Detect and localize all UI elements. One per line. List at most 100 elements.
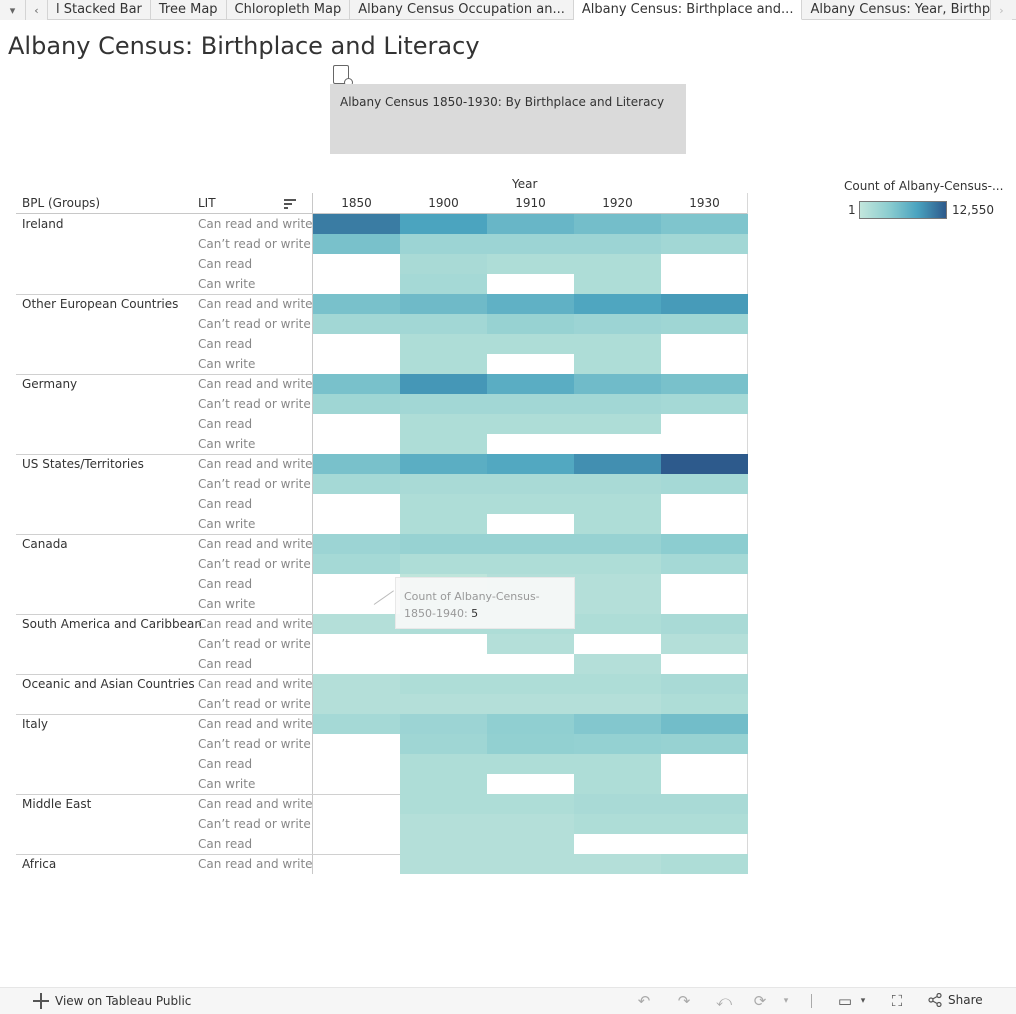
heatmap-cell[interactable] (313, 694, 400, 714)
heatmap-cell[interactable] (574, 594, 661, 614)
heatmap-cell[interactable] (400, 354, 487, 374)
download-icon[interactable]: ▭ (837, 992, 853, 1010)
heatmap-cell[interactable] (574, 614, 661, 634)
heatmap-cell[interactable] (574, 454, 661, 474)
heatmap-cell[interactable] (313, 314, 400, 334)
year-header[interactable]: 1930 (689, 196, 720, 210)
literacy-label[interactable]: Can’t read or write (198, 317, 311, 331)
heatmap-cell[interactable] (574, 234, 661, 254)
heatmap-cell[interactable] (400, 374, 487, 394)
heatmap-cell[interactable] (313, 394, 400, 414)
heatmap-cell[interactable] (574, 534, 661, 554)
birthplace-group-label[interactable]: Other European Countries (22, 297, 179, 311)
literacy-label[interactable]: Can read (198, 257, 253, 271)
heatmap-cell[interactable] (400, 454, 487, 474)
heatmap-cell[interactable] (661, 374, 748, 394)
literacy-label[interactable]: Can write (198, 517, 256, 531)
heatmap-cell[interactable] (313, 454, 400, 474)
heatmap-cell[interactable] (400, 274, 487, 294)
document-icon[interactable] (333, 65, 353, 87)
heatmap-cell[interactable] (574, 574, 661, 594)
literacy-label[interactable]: Can read (198, 757, 253, 771)
heatmap-cell[interactable] (574, 674, 661, 694)
heatmap-cell[interactable] (313, 374, 400, 394)
heatmap-cell[interactable] (661, 714, 748, 734)
heatmap-cell[interactable] (574, 514, 661, 534)
heatmap-cell[interactable] (574, 414, 661, 434)
heatmap-cell[interactable] (487, 374, 574, 394)
literacy-label[interactable]: Can write (198, 437, 256, 451)
heatmap-cell[interactable] (574, 774, 661, 794)
heatmap-cell[interactable] (574, 694, 661, 714)
undo-icon[interactable]: ↶ (637, 992, 651, 1010)
heatmap-cell[interactable] (400, 734, 487, 754)
heatmap-cell[interactable] (400, 334, 487, 354)
heatmap-cell[interactable] (487, 834, 574, 854)
heatmap-cell[interactable] (661, 794, 748, 814)
heatmap-cell[interactable] (313, 214, 400, 234)
birthplace-group-label[interactable]: Oceanic and Asian Countries (22, 677, 195, 691)
heatmap-cell[interactable] (661, 634, 748, 654)
birthplace-group-label[interactable]: Africa (22, 857, 57, 871)
heatmap-cell[interactable] (661, 734, 748, 754)
heatmap-cell[interactable] (574, 854, 661, 874)
heatmap-cell[interactable] (400, 414, 487, 434)
heatmap-cell[interactable] (574, 214, 661, 234)
sheet-tab[interactable]: Albany Census Occupation an... (350, 0, 574, 20)
year-header[interactable]: 1900 (428, 196, 459, 210)
literacy-label[interactable]: Can’t read or write (198, 817, 311, 831)
literacy-label[interactable]: Can write (198, 277, 256, 291)
heatmap-cell[interactable] (487, 634, 574, 654)
birthplace-group-label[interactable]: Germany (22, 377, 78, 391)
heatmap-cell[interactable] (487, 394, 574, 414)
heatmap-cell[interactable] (400, 434, 487, 454)
heatmap-cell[interactable] (574, 734, 661, 754)
heatmap-cell[interactable] (574, 814, 661, 834)
heatmap-cell[interactable] (400, 814, 487, 834)
heatmap-cell[interactable] (487, 534, 574, 554)
heatmap-cell[interactable] (487, 254, 574, 274)
revert-icon[interactable]: ⤺ (715, 992, 733, 1010)
heatmap-cell[interactable] (487, 854, 574, 874)
literacy-label[interactable]: Can read and write (198, 297, 313, 311)
birthplace-group-label[interactable]: South America and Caribbean (22, 617, 202, 631)
heatmap-cell[interactable] (400, 854, 487, 874)
literacy-label[interactable]: Can read (198, 657, 253, 671)
birthplace-group-label[interactable]: Middle East (22, 797, 92, 811)
heatmap-cell[interactable] (487, 494, 574, 514)
heatmap-cell[interactable] (487, 314, 574, 334)
heatmap-cell[interactable] (574, 274, 661, 294)
heatmap-cell[interactable] (487, 334, 574, 354)
heatmap-cell[interactable] (661, 674, 748, 694)
heatmap-cell[interactable] (574, 314, 661, 334)
literacy-label[interactable]: Can’t read or write (198, 397, 311, 411)
heatmap-cell[interactable] (574, 794, 661, 814)
heatmap-cell[interactable] (400, 534, 487, 554)
heatmap-cell[interactable] (400, 494, 487, 514)
heatmap-cell[interactable] (487, 294, 574, 314)
heatmap-cell[interactable] (574, 714, 661, 734)
view-on-tableau-public-link[interactable]: View on Tableau Public (33, 993, 191, 1009)
tab-scroll-right-button[interactable]: › (990, 0, 1012, 20)
literacy-label[interactable]: Can write (198, 357, 256, 371)
heatmap-cell[interactable] (487, 454, 574, 474)
heatmap-cell[interactable] (313, 614, 400, 634)
literacy-label[interactable]: Can’t read or write (198, 737, 311, 751)
heatmap-cell[interactable] (574, 334, 661, 354)
heatmap-cell[interactable] (487, 474, 574, 494)
heatmap-cell[interactable] (661, 554, 748, 574)
heatmap-cell[interactable] (661, 314, 748, 334)
literacy-label[interactable]: Can read and write (198, 677, 313, 691)
heatmap-cell[interactable] (400, 694, 487, 714)
heatmap-cell[interactable] (400, 714, 487, 734)
literacy-label[interactable]: Can’t read or write (198, 237, 311, 251)
heatmap-cell[interactable] (400, 474, 487, 494)
heatmap-cell[interactable] (574, 294, 661, 314)
birthplace-group-label[interactable]: Canada (22, 537, 68, 551)
heatmap-cell[interactable] (313, 714, 400, 734)
literacy-label[interactable]: Can write (198, 597, 256, 611)
heatmap-cell[interactable] (487, 794, 574, 814)
heatmap-cell[interactable] (313, 474, 400, 494)
year-header[interactable]: 1910 (515, 196, 546, 210)
heatmap-cell[interactable] (400, 514, 487, 534)
